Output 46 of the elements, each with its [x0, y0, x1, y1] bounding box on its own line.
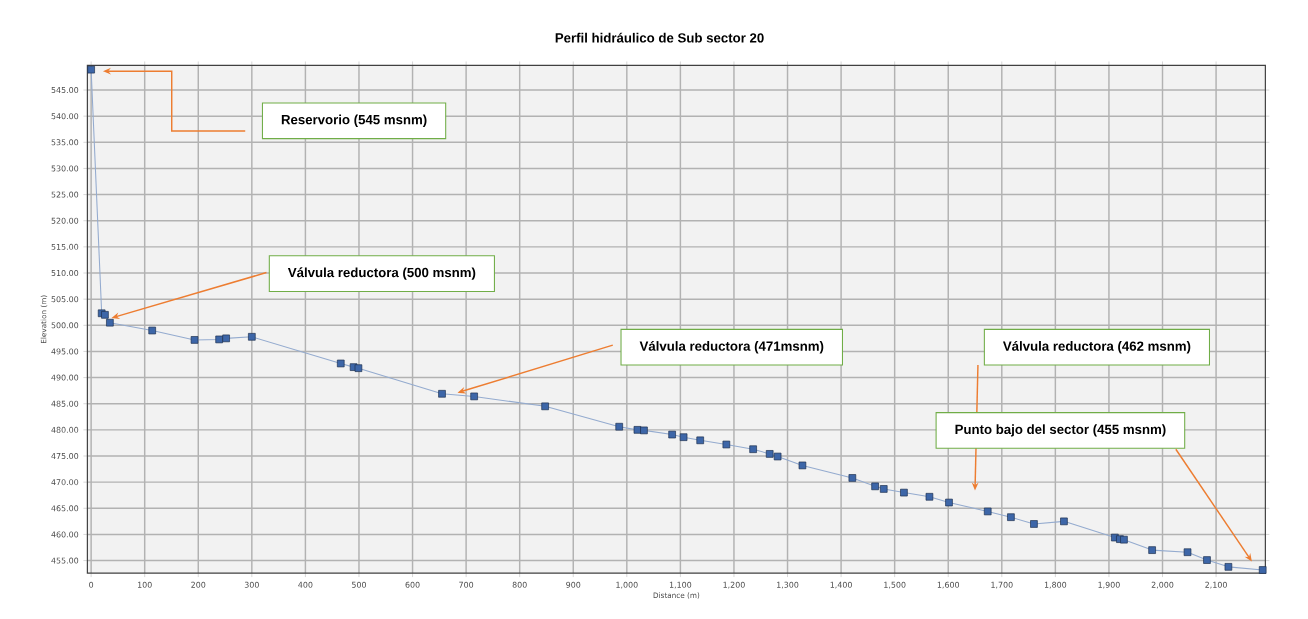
point: [222, 334, 230, 343]
point: [1258, 566, 1267, 574]
point: [640, 426, 648, 435]
annotation: Válvula reductora (471msnm): [639, 341, 824, 354]
point: [925, 493, 934, 501]
chart-title: Perfil hidráulico de Sub sector 20: [555, 32, 764, 43]
point: [1007, 513, 1015, 522]
point: [354, 364, 363, 373]
point: [470, 392, 478, 401]
point: [749, 445, 757, 454]
annotation: Reservorio (545 msnm): [281, 114, 427, 128]
point: [1148, 546, 1156, 555]
point: [679, 433, 688, 442]
point: [848, 474, 857, 482]
point: [668, 430, 676, 439]
point: [633, 426, 642, 434]
point: [879, 485, 888, 493]
annotation: Válvula reductora (462 msnm): [1002, 341, 1191, 354]
point: [106, 319, 114, 327]
point: [541, 402, 549, 411]
point: [1183, 548, 1192, 557]
point: [1060, 517, 1068, 526]
point: [101, 311, 109, 319]
point: [190, 336, 199, 344]
point: [696, 436, 704, 445]
point: [1120, 536, 1128, 544]
point: [336, 359, 345, 368]
point: [900, 488, 908, 497]
point: [1224, 563, 1233, 571]
point: [871, 482, 879, 491]
point: [773, 452, 782, 461]
point: [248, 333, 256, 341]
point: [722, 440, 731, 449]
point: [438, 390, 446, 398]
point: [215, 335, 223, 344]
point: [765, 450, 774, 458]
annotation: Punto bajo del sector (455 msnm): [955, 424, 1166, 437]
annotation: Válvula reductora (500 msnm): [287, 267, 476, 280]
point: [945, 498, 953, 507]
point: [87, 65, 95, 74]
point: [615, 423, 623, 431]
point: [798, 461, 807, 470]
point: [1203, 556, 1211, 564]
point: [1030, 520, 1038, 528]
point: [983, 507, 992, 516]
point: [148, 326, 156, 335]
